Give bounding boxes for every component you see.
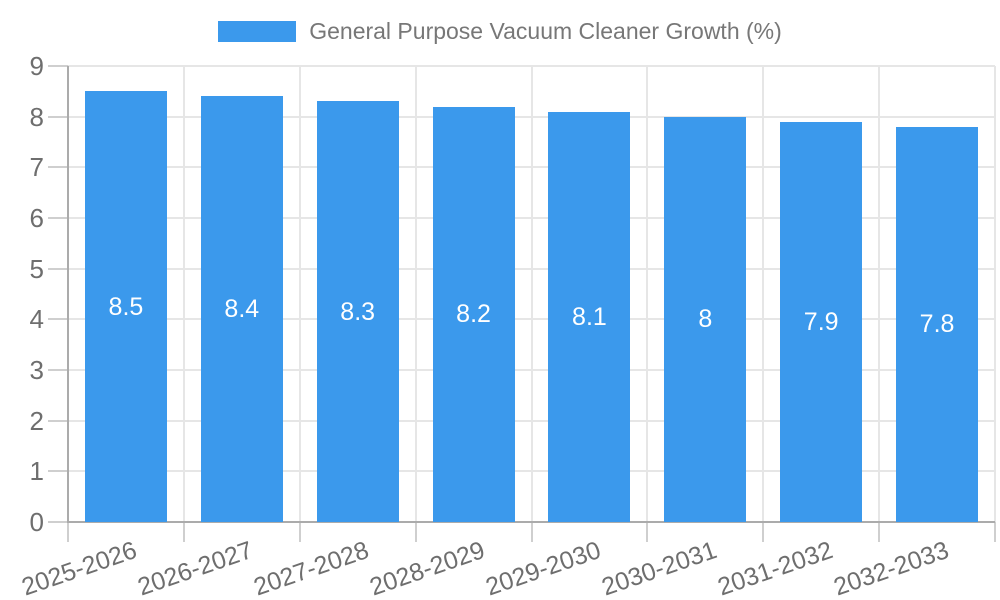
chart-legend[interactable]: General Purpose Vacuum Cleaner Growth (%…	[0, 18, 1000, 45]
grid-line-v	[762, 66, 765, 522]
bar-value-label: 7.9	[803, 307, 839, 336]
x-tick-label: 2028-2029	[366, 536, 489, 600]
x-tick-label: 2031-2032	[713, 536, 836, 600]
grid-line-v	[414, 66, 417, 522]
x-tick	[646, 522, 649, 542]
bar[interactable]	[84, 91, 167, 522]
grid-line-v	[878, 66, 881, 522]
grid-line-v	[182, 66, 185, 522]
y-tick	[48, 521, 68, 523]
y-tick	[48, 318, 68, 321]
y-tick-label: 6	[29, 203, 44, 233]
x-tick	[878, 522, 881, 542]
y-tick	[48, 65, 68, 67]
y-tick-label: 1	[29, 456, 44, 487]
bar-value-label: 8.3	[340, 297, 376, 326]
grid-line-v	[530, 66, 533, 522]
bar[interactable]	[780, 121, 863, 522]
bar[interactable]	[664, 116, 747, 522]
legend-swatch	[218, 21, 297, 42]
y-tick	[48, 470, 68, 473]
y-tick-label: 0	[29, 507, 44, 537]
x-tick	[182, 522, 185, 542]
bar[interactable]	[896, 126, 979, 522]
y-tick	[48, 419, 68, 422]
x-tick	[67, 522, 69, 542]
y-tick-label: 3	[29, 355, 44, 385]
y-tick-label: 4	[29, 304, 44, 335]
x-tick-label: 2027-2028	[250, 536, 373, 600]
grid-line-v	[994, 66, 996, 522]
bar-value-label: 8	[698, 305, 713, 334]
y-tick-label: 7	[29, 152, 44, 183]
x-tick	[994, 522, 996, 542]
x-tick-label: 2030-2031	[597, 536, 721, 600]
bar[interactable]	[200, 96, 283, 522]
x-tick-label: 2029-2030	[482, 536, 605, 600]
grid-line-v	[298, 66, 301, 522]
y-tick-label: 8	[29, 101, 44, 132]
y-tick-label: 2	[29, 405, 44, 436]
x-tick-label: 2025-2026	[18, 536, 141, 600]
x-tick-label: 2032-2033	[829, 536, 952, 600]
x-tick	[762, 522, 765, 542]
y-tick	[48, 115, 68, 118]
y-tick	[48, 267, 68, 270]
y-tick	[48, 369, 68, 371]
grid-line-v	[646, 66, 649, 522]
bar[interactable]	[432, 106, 515, 522]
y-axis-line	[67, 66, 69, 522]
bar-value-label: 8.5	[108, 292, 144, 321]
legend-label: General Purpose Vacuum Cleaner Growth (%…	[309, 18, 782, 44]
x-tick-label: 2026-2027	[134, 536, 257, 600]
y-tick	[48, 217, 68, 219]
bar-value-label: 8.2	[456, 300, 491, 329]
bar[interactable]	[548, 111, 631, 522]
x-tick	[530, 522, 533, 542]
bar-value-label: 8.1	[572, 302, 607, 331]
y-tick-label: 9	[29, 51, 44, 81]
bar[interactable]	[316, 101, 399, 522]
x-axis-line	[67, 521, 995, 523]
x-tick	[414, 522, 417, 542]
y-tick-label: 5	[29, 253, 44, 284]
y-tick	[48, 166, 68, 169]
x-tick	[298, 522, 301, 542]
bar-value-label: 8.4	[224, 295, 260, 324]
bar-value-label: 7.8	[919, 310, 955, 339]
